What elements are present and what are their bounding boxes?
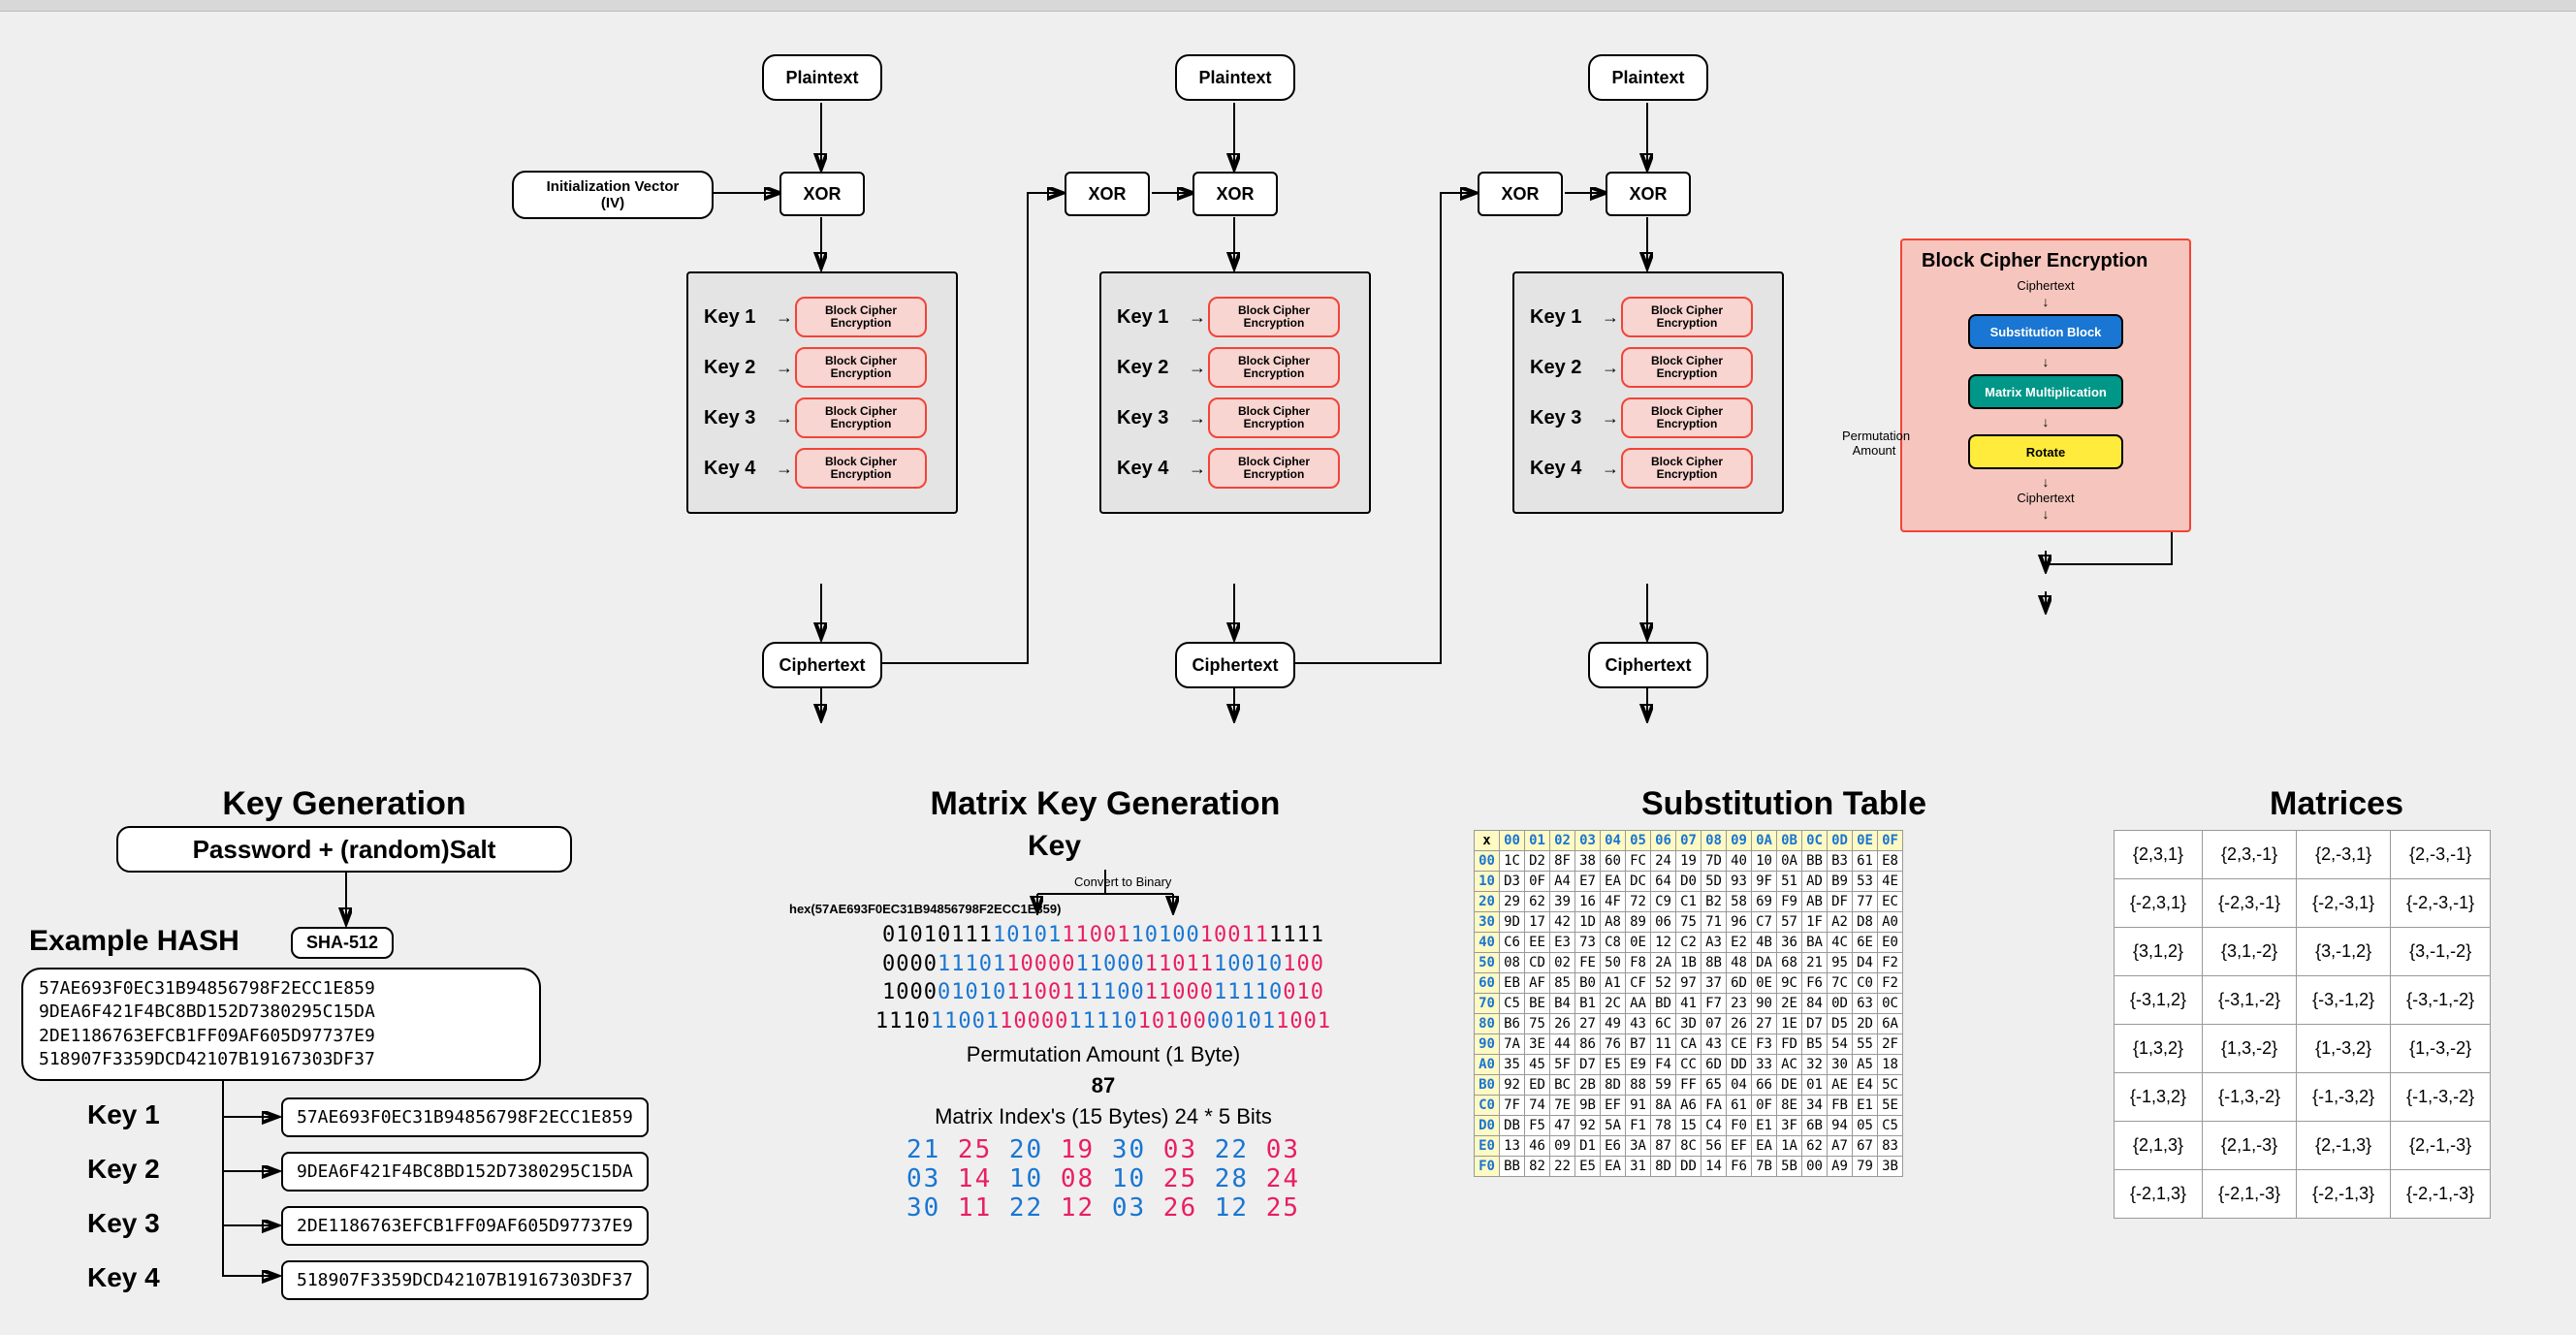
keygen-example: Example HASH bbox=[29, 925, 239, 958]
key-output-label: Key 3 bbox=[87, 1208, 160, 1239]
bce-rot: Rotate bbox=[1968, 434, 2123, 469]
key-label: Key 4 bbox=[1117, 458, 1187, 480]
mat-title: Matrices bbox=[2133, 785, 2540, 823]
hash-block: 57AE693F0EC31B94856798F2ECC1E859 9DEA6F4… bbox=[21, 968, 541, 1081]
hash-line-0: 57AE693F0EC31B94856798F2ECC1E859 bbox=[39, 977, 524, 1001]
matrix-index-line: 21 25 20 19 30 03 22 03 bbox=[812, 1135, 1394, 1164]
key-label: Key 2 bbox=[1117, 357, 1187, 379]
mk-idx-label: Matrix Index's (15 Bytes) 24 * 5 Bits bbox=[812, 1104, 1394, 1129]
bce-ct-top: Ciphertext bbox=[1922, 278, 2170, 293]
hash-line-2: 2DE1186763EFCB1FF09AF605D97737E9 bbox=[39, 1025, 524, 1048]
enc-stage: Key 1→Block Cipher EncryptionKey 2→Block… bbox=[686, 271, 958, 514]
ciphertext-box: Ciphertext bbox=[1175, 642, 1295, 688]
bce-sub: Substitution Block bbox=[1968, 314, 2123, 349]
matrix-index-line: 30 11 22 12 03 26 12 25 bbox=[812, 1193, 1394, 1223]
sha-box: SHA-512 bbox=[291, 927, 394, 959]
mk-binary: 0101011110101110011010010011111100001110… bbox=[812, 921, 1394, 1223]
arrow-icon: → bbox=[774, 307, 795, 328]
key-label: Key 2 bbox=[1530, 357, 1600, 379]
block-cipher-pill: Block Cipher Encryption bbox=[1208, 347, 1340, 388]
key-output-label: Key 1 bbox=[87, 1099, 160, 1130]
window-titlebar bbox=[0, 0, 2576, 12]
mk-perm-label: Permutation Amount (1 Byte) bbox=[812, 1042, 1394, 1067]
key-label: Key 2 bbox=[704, 357, 774, 379]
block-cipher-pill: Block Cipher Encryption bbox=[795, 297, 927, 337]
arrow-icon: → bbox=[774, 408, 795, 429]
key-label: Key 1 bbox=[1530, 306, 1600, 329]
arrow-icon: → bbox=[774, 459, 795, 479]
binary-line: 00001110110000110001101110010100 bbox=[812, 950, 1394, 979]
iv-box: Initialization Vector (IV) bbox=[512, 171, 714, 219]
key-output-value: 2DE1186763EFCB1FF09AF605D97737E9 bbox=[281, 1206, 649, 1246]
arrow-icon: → bbox=[1600, 358, 1621, 378]
plaintext-box: Plaintext bbox=[762, 54, 882, 101]
block-cipher-pill: Block Cipher Encryption bbox=[1621, 297, 1753, 337]
keygen-top: Password + (random)Salt bbox=[116, 826, 572, 873]
bce-title: Block Cipher Encryption bbox=[1922, 250, 2170, 272]
binary-line: 01010111101011100110100100111111 bbox=[812, 921, 1394, 950]
block-cipher-pill: Block Cipher Encryption bbox=[795, 347, 927, 388]
block-cipher-pill: Block Cipher Encryption bbox=[795, 448, 927, 489]
key-output-value: 9DEA6F421F4BC8BD152D7380295C15DA bbox=[281, 1152, 649, 1192]
arrow-icon: → bbox=[1600, 307, 1621, 328]
matrix-index-line: 03 14 10 08 10 25 28 24 bbox=[812, 1164, 1394, 1193]
mk-hex: hex(57AE693F0EC31B94856798F2ECC1E859) bbox=[789, 902, 1061, 916]
key-label: Key 4 bbox=[1530, 458, 1600, 480]
binary-line: 111011001100001111010100001011001 bbox=[812, 1007, 1394, 1036]
key-label: Key 4 bbox=[704, 458, 774, 480]
key-label: Key 1 bbox=[1117, 306, 1187, 329]
arrow-icon: → bbox=[1187, 459, 1208, 479]
arrow-icon: → bbox=[1187, 408, 1208, 429]
key-output-value: 518907F3359DCD42107B19167303DF37 bbox=[281, 1260, 649, 1300]
key-label: Key 3 bbox=[1117, 407, 1187, 429]
ciphertext-box: Ciphertext bbox=[762, 642, 882, 688]
mk-title: Matrix Key Generation bbox=[834, 785, 1377, 823]
binary-line: 10000101011001111001100011110010 bbox=[812, 978, 1394, 1007]
arrow-icon: → bbox=[1600, 459, 1621, 479]
diagram-canvas: Initialization Vector (IV) Plaintext XOR K… bbox=[0, 12, 2576, 1335]
block-cipher-pill: Block Cipher Encryption bbox=[1621, 347, 1753, 388]
xor-box: XOR bbox=[779, 172, 865, 216]
arrow-icon: → bbox=[1187, 307, 1208, 328]
block-cipher-pill: Block Cipher Encryption bbox=[1208, 448, 1340, 489]
hash-line-3: 518907F3359DCD42107B19167303DF37 bbox=[39, 1048, 524, 1071]
block-cipher-pill: Block Cipher Encryption bbox=[795, 397, 927, 438]
arrow-icon: → bbox=[1187, 358, 1208, 378]
keygen-title: Key Generation bbox=[116, 785, 572, 823]
mk-key: Key bbox=[1028, 830, 1081, 863]
xor-box: XOR bbox=[1606, 172, 1691, 216]
block-cipher-pill: Block Cipher Encryption bbox=[1208, 397, 1340, 438]
arrow-icon: → bbox=[1600, 408, 1621, 429]
xor-feed-3: XOR bbox=[1478, 172, 1563, 216]
key-output-value: 57AE693F0EC31B94856798F2ECC1E859 bbox=[281, 1097, 649, 1137]
key-output-label: Key 4 bbox=[87, 1262, 160, 1293]
bce-panel: Block Cipher Encryption Ciphertext ↓ Sub… bbox=[1900, 238, 2191, 532]
plaintext-box: Plaintext bbox=[1175, 54, 1295, 101]
key-label: Key 3 bbox=[1530, 407, 1600, 429]
bce-mat: Matrix Multiplication bbox=[1968, 374, 2123, 409]
enc-stage: Key 1→Block Cipher EncryptionKey 2→Block… bbox=[1512, 271, 1784, 514]
mk-convert: Convert to Binary bbox=[1074, 874, 1171, 889]
substitution-table: x000102030405060708090A0B0C0D0E0F001CD28… bbox=[1474, 830, 1903, 1177]
plaintext-box: Plaintext bbox=[1588, 54, 1708, 101]
enc-stage: Key 1→Block Cipher EncryptionKey 2→Block… bbox=[1099, 271, 1371, 514]
bce-ct-bot: Ciphertext bbox=[1922, 491, 2170, 505]
matrices-table: {2,3,1}{2,3,-1}{2,-3,1}{2,-3,-1}{-2,3,1}… bbox=[2114, 830, 2491, 1219]
xor-feed-2: XOR bbox=[1065, 172, 1150, 216]
key-label: Key 1 bbox=[704, 306, 774, 329]
key-label: Key 3 bbox=[704, 407, 774, 429]
key-output-label: Key 2 bbox=[87, 1154, 160, 1185]
block-cipher-pill: Block Cipher Encryption bbox=[1208, 297, 1340, 337]
mk-perm: 87 bbox=[812, 1073, 1394, 1098]
hash-line-1: 9DEA6F421F4BC8BD152D7380295C15DA bbox=[39, 1001, 524, 1024]
block-cipher-pill: Block Cipher Encryption bbox=[1621, 448, 1753, 489]
ciphertext-box: Ciphertext bbox=[1588, 642, 1708, 688]
sub-title: Substitution Table bbox=[1512, 785, 2055, 823]
xor-box: XOR bbox=[1193, 172, 1278, 216]
arrow-icon: → bbox=[774, 358, 795, 378]
bce-perm-label: Permutation Amount bbox=[1842, 429, 1906, 458]
block-cipher-pill: Block Cipher Encryption bbox=[1621, 397, 1753, 438]
